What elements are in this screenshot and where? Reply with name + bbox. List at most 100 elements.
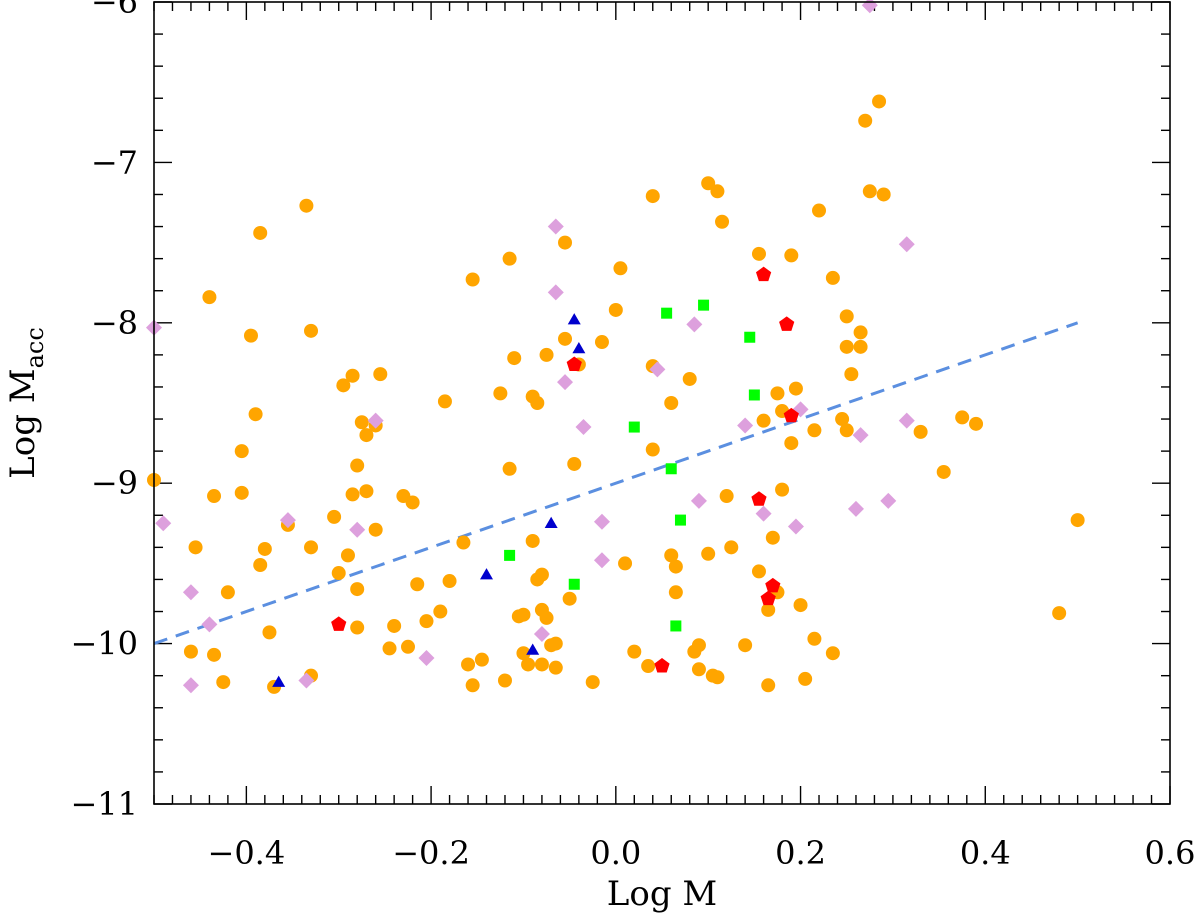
circle-point [807,631,822,646]
diamond-point [547,284,564,301]
y-tick-label: −9 [91,464,138,502]
circle-point [345,368,360,383]
circle-point [682,371,697,386]
circle-point [548,660,563,675]
diamond-point [155,515,172,532]
circle-point [345,487,360,502]
pentagon-point [765,577,781,593]
circle-point [701,176,716,191]
circle-point [710,670,725,685]
diamond-point [547,218,564,235]
circle-point [183,644,198,659]
pentagon-point [779,316,795,331]
circle-point [668,559,683,574]
circle-point [784,248,799,263]
circle-point [368,522,383,537]
circle-point [539,347,554,362]
diamond-point [898,412,915,429]
circle-point [858,113,873,128]
circle-point [751,564,766,579]
circle-point [336,378,351,393]
circle-point [876,187,891,202]
plot-frame [153,1,1171,805]
circle-point [641,659,656,674]
circle-point [262,625,277,640]
diamond-point [861,0,878,14]
circle-point [844,367,859,382]
circle-point [784,436,799,451]
circle-point [465,272,480,287]
pentagon-point [331,616,347,631]
triangle-point [480,568,493,580]
circle-point [350,458,365,473]
diamond-point [852,427,869,444]
triangle-point [572,341,586,354]
circle-point [775,482,790,497]
circle-point [839,339,854,354]
circle-point [765,530,780,545]
x-tick-label: 0.4 [960,834,1011,872]
diamond-point [649,361,666,378]
diamond-point [593,513,610,530]
circle-point [1052,606,1067,621]
circle-point [756,413,771,428]
circle-point [608,302,623,317]
y-tick-label: −8 [91,304,138,342]
circle-point [645,442,660,457]
circle-point [456,535,471,550]
x-tick-label: −0.4 [208,834,286,872]
circle-point [405,495,420,510]
circle-point [751,246,766,261]
circle-point [594,335,609,350]
circle-point [798,671,813,686]
pentagon-point [755,266,772,282]
circle-point [243,328,258,343]
circle-point [738,638,753,653]
circle-point [664,548,679,563]
y-tick-label: −10 [70,625,138,663]
circle-point [793,598,808,613]
circle-point [668,585,683,600]
circle-point [359,428,374,443]
circle-point [516,646,531,661]
y-axis-label: Log Macc [3,327,49,479]
circle-point [507,351,522,366]
tick-labels: −0.4 −0.2 0.0 0.2 0.4 0.6 −11 −10 −9 −8 −7 −6 [70,0,1195,872]
circle-point [516,607,531,622]
triangle-point [544,516,558,529]
y-axis-label-main: Log M [3,368,43,478]
circle-point [433,604,448,619]
y-axis-label-group: Log Macc [3,327,49,479]
circle-point [461,657,476,672]
circle-point [304,540,319,555]
circle-point [825,270,840,285]
circle-point [936,464,951,479]
circle-point [761,678,776,693]
diamond-point [737,417,754,434]
x-tick-label: 0.6 [1145,834,1196,872]
pentagon-point [760,590,776,606]
circle-point [558,331,573,346]
diamond-point [575,419,592,436]
circle-point [1070,513,1085,528]
diamond-point [880,492,897,509]
data-points [146,0,1085,694]
circle-point [410,577,425,592]
x-tick-label: 0.2 [775,834,826,872]
circle-point [253,558,268,573]
diamond-point [898,236,915,253]
circle-point [354,415,369,430]
circle-point [664,396,679,410]
circle-point [521,657,536,672]
diamond-point [533,625,550,642]
circle-point [253,225,268,240]
circle-point [327,509,342,524]
circle-point [202,290,217,305]
circle-point [585,675,600,690]
circle-point [493,386,508,401]
circle-point [719,489,734,504]
circle-point [645,189,660,204]
circle-point [497,673,512,688]
x-tick-label: 0.0 [590,834,641,872]
diamond-point [557,374,574,391]
